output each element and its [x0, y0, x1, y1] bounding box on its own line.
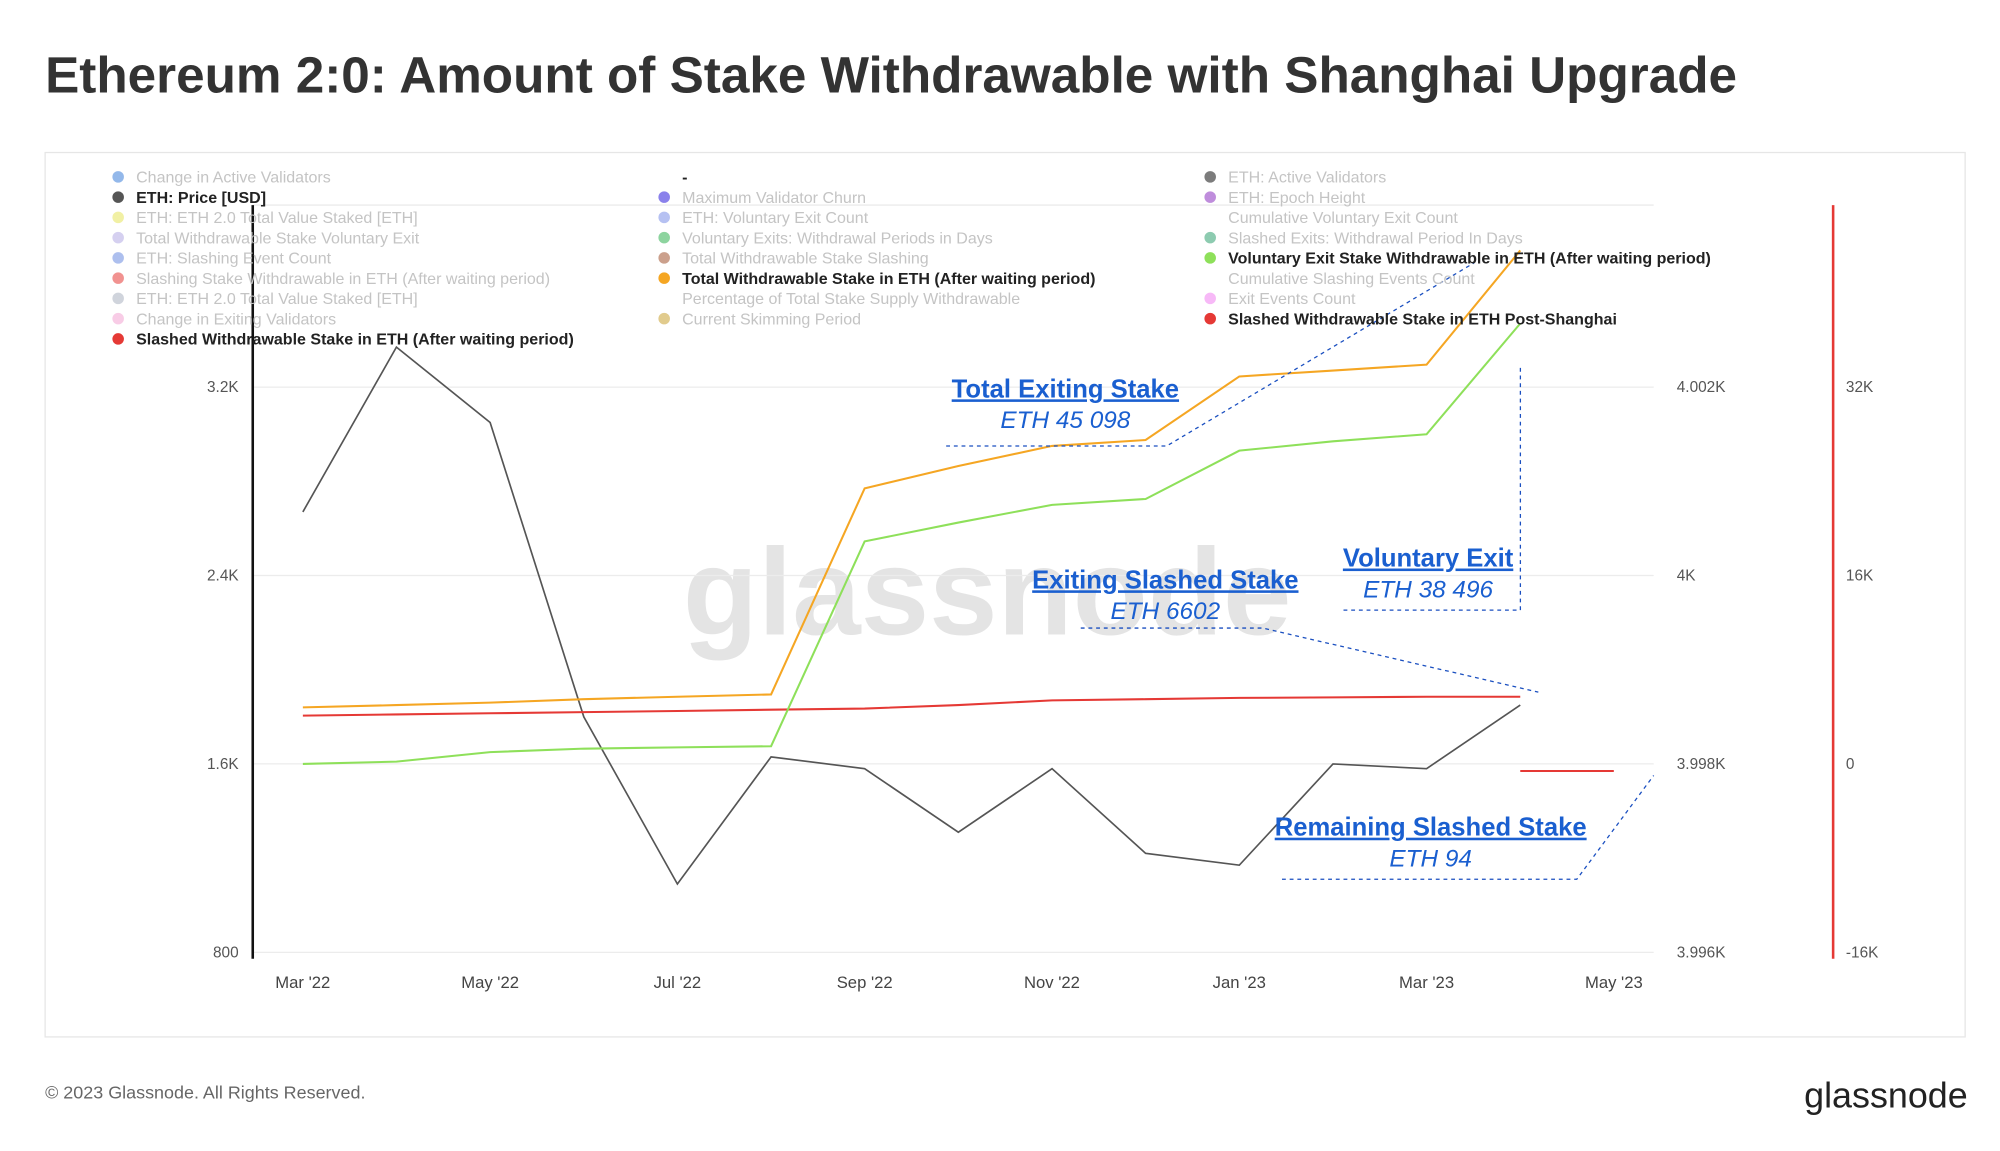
- legend-label: ETH: ETH 2.0 Total Value Staked [ETH]: [136, 209, 418, 227]
- legend-dot: [658, 272, 670, 284]
- legend-label: Voluntary Exits: Withdrawal Periods in D…: [682, 229, 993, 247]
- legend-dot: [112, 171, 124, 183]
- y3-tick-label: 16K: [1846, 568, 1874, 585]
- legend-label: -: [682, 169, 687, 187]
- legend-dot: [1204, 252, 1216, 264]
- legend-label: ETH: Price [USD]: [136, 189, 266, 207]
- brand-logo: glassnode: [1804, 1075, 1968, 1115]
- legend-dot: [112, 191, 124, 203]
- watermark: glassnode: [683, 524, 1292, 661]
- legend-dot: [658, 312, 670, 325]
- y-tick-label: 3.2K: [207, 379, 239, 396]
- legend-label: Exit Events Count: [1228, 290, 1356, 308]
- grid: [252, 204, 1654, 953]
- legend-label: ETH: Epoch Height: [1228, 189, 1366, 207]
- annotation-value: ETH 38 496: [1363, 576, 1493, 603]
- annotations: Total Exiting Stake ETH 45 098 Exiting Sla…: [952, 375, 1587, 872]
- y-tick-label: 1.6K: [207, 756, 239, 773]
- legend-label: Slashing Stake Withdrawable in ETH (Afte…: [136, 270, 550, 288]
- legend-label: Change in Exiting Validators: [136, 310, 336, 328]
- legend-dot: [112, 333, 124, 345]
- annotation-value: ETH 45 098: [1000, 407, 1130, 434]
- legend-dot: [112, 272, 124, 284]
- legend-dot: [658, 211, 670, 224]
- chart-panel: [44, 151, 1966, 1038]
- legend-label: Percentage of Total Stake Supply Withdra…: [682, 290, 1020, 308]
- x-tick-label: May '23: [1585, 973, 1643, 992]
- series-line: [302, 695, 1521, 717]
- legend-label: ETH: ETH 2.0 Total Value Staked [ETH]: [136, 290, 418, 308]
- legend-dot: [658, 231, 670, 244]
- legend-label: ETH: Voluntary Exit Count: [682, 209, 869, 227]
- annotation-title: Exiting Slashed Stake: [1032, 566, 1298, 594]
- x-tick-label: May '22: [461, 973, 519, 992]
- x-tick-label: Sep '22: [837, 973, 893, 992]
- y-tick-label: 800: [213, 944, 239, 961]
- x-tick-label: Nov '22: [1024, 973, 1080, 992]
- series-line: [302, 345, 1521, 886]
- legend-label: Total Withdrawable Stake Voluntary Exit: [136, 229, 420, 247]
- y2-tick-label: 4.002K: [1677, 379, 1726, 396]
- legend-label: Total Withdrawable Stake Slashing: [682, 250, 929, 268]
- legend-dot: [112, 211, 124, 224]
- annotation-title: Total Exiting Stake: [952, 375, 1179, 403]
- legend-label: Change in Active Validators: [136, 169, 331, 187]
- legend-label: ETH: Active Validators: [1228, 169, 1386, 187]
- legend-dot: [1204, 231, 1216, 244]
- legend-label: ETH: Slashing Event Count: [136, 250, 332, 268]
- annotation-title: Voluntary Exit: [1343, 545, 1514, 573]
- legend-label: Slashed Withdrawable Stake in ETH (After…: [136, 331, 574, 349]
- legend-dot: [112, 292, 124, 305]
- lines: [302, 249, 1614, 886]
- y2-tick-label: 4K: [1677, 568, 1697, 585]
- y3-tick-label: -16K: [1846, 944, 1879, 961]
- legend-label: Cumulative Voluntary Exit Count: [1228, 209, 1458, 227]
- leader: [1281, 775, 1655, 880]
- y3-tick-label: 0: [1846, 756, 1855, 773]
- legend: Change in Active Validators ETH: Price [U…: [112, 169, 1711, 349]
- y2-tick-label: 3.996K: [1677, 944, 1726, 961]
- y3-tick-label: 32K: [1846, 379, 1874, 396]
- legend-label: Cumulative Slashing Events Count: [1228, 270, 1475, 288]
- annotation-value: ETH 6602: [1111, 598, 1221, 625]
- x-tick-label: Mar '23: [1399, 973, 1454, 992]
- x-tick-label: Jul '22: [654, 973, 702, 992]
- legend-dot: [1204, 292, 1216, 305]
- footer: © 2023 Glassnode. All Rights Reserved.: [45, 1082, 365, 1102]
- legend-dot: [658, 252, 670, 264]
- legend-dot: [1204, 191, 1216, 203]
- legend-label: Slashed Exits: Withdrawal Period In Days: [1228, 229, 1523, 247]
- y2-tick-label: 3.998K: [1677, 756, 1726, 773]
- legend-dot: [1204, 171, 1216, 183]
- chart-title: Ethereum 2:0: Amount of Stake Withdrawab…: [45, 46, 1737, 103]
- legend-dot: [112, 312, 124, 325]
- legend-label: Total Withdrawable Stake in ETH (After w…: [682, 270, 1095, 288]
- legend-label: Maximum Validator Churn: [682, 189, 866, 207]
- leader: [1080, 627, 1539, 693]
- series-line: [302, 322, 1522, 765]
- x-tick-label: Jan '23: [1213, 973, 1266, 992]
- legend-label: Slashed Withdrawable Stake in ETH Post-S…: [1228, 310, 1617, 328]
- legend-dot: [1204, 312, 1216, 325]
- legend-label: Current Skimming Period: [682, 310, 861, 328]
- legend-dot: [658, 191, 670, 203]
- annotation-title: Remaining Slashed Stake: [1275, 814, 1587, 842]
- annotation-value: ETH 94: [1389, 845, 1472, 872]
- legend-label: Voluntary Exit Stake Withdrawable in ETH…: [1228, 250, 1711, 268]
- series-line: [302, 249, 1522, 709]
- legend-dot: [112, 231, 124, 244]
- y-tick-label: 2.4K: [207, 568, 239, 585]
- legend-dot: [112, 252, 124, 264]
- x-tick-label: Mar '22: [275, 973, 330, 992]
